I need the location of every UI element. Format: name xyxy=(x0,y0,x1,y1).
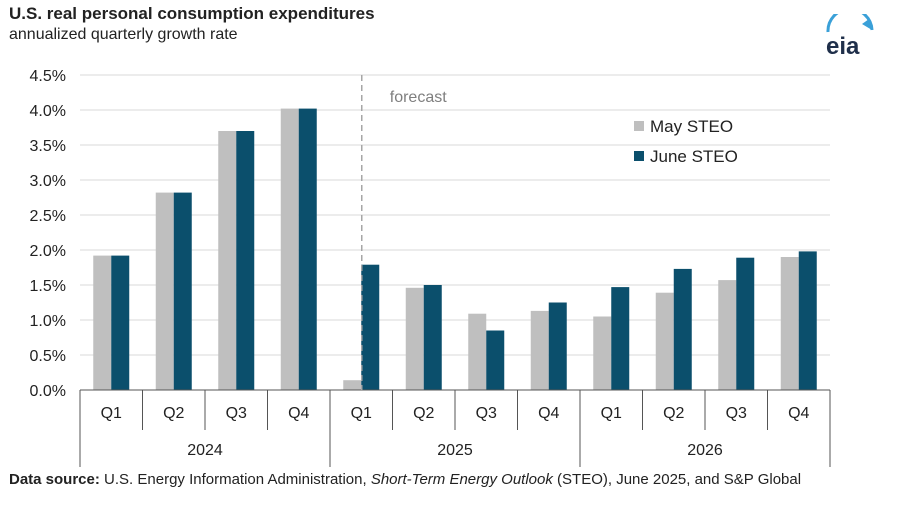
bar-may-steo xyxy=(780,257,799,390)
x-tick-label: Q2 xyxy=(163,405,184,422)
x-tick-label: Q2 xyxy=(663,405,684,422)
bar-june-steo xyxy=(423,285,442,390)
bars xyxy=(93,108,817,390)
y-tick-label: 1.5% xyxy=(30,278,66,295)
bar-june-steo xyxy=(236,131,255,390)
x-tick-label: Q3 xyxy=(726,405,747,422)
x-group-label: 2026 xyxy=(687,442,723,459)
bar-may-steo xyxy=(468,313,487,390)
x-axis-labels: Q1 Q2 Q3 Q4 Q1 Q2 Q3 Q4 Q1 Q2 Q3 Q4 2024 2025 2026 xyxy=(101,405,810,459)
bar-chart: 0.0% 0.5% 1.0% 1.5% 2.0% 2.5% 3.0% 3.5% 4.0% 4.5%… xyxy=(30,68,831,467)
x-tick-label: Q4 xyxy=(788,405,809,422)
y-axis-ticks: 0.0% 0.5% 1.0% 1.5% 2.0% 2.5% 3.0% 3.5% 4.0% 4.5% xyxy=(30,68,66,400)
data-source-label: Data source: xyxy=(9,471,100,488)
x-group-label: 2025 xyxy=(437,442,473,459)
eia-logo: eia xyxy=(826,14,874,58)
x-tick-label: Q4 xyxy=(538,405,559,422)
bar-may-steo xyxy=(343,380,362,390)
bar-may-steo xyxy=(93,255,112,390)
chart-title: U.S. real personal consumption expenditu… xyxy=(9,4,375,23)
bar-may-steo xyxy=(405,287,424,390)
y-tick-label: 2.5% xyxy=(30,208,66,225)
bar-may-steo xyxy=(155,192,174,390)
bar-june-steo xyxy=(611,287,630,390)
x-axis xyxy=(79,389,831,467)
bar-may-steo xyxy=(218,131,237,390)
y-tick-label: 0.5% xyxy=(30,348,66,365)
forecast-label: forecast xyxy=(390,89,447,106)
bar-june-steo xyxy=(673,268,692,390)
y-tick-label: 4.0% xyxy=(30,103,66,120)
legend-swatch xyxy=(634,151,644,161)
bar-june-steo xyxy=(298,108,317,390)
bar-may-steo xyxy=(280,108,299,390)
chart-subtitle: annualized quarterly growth rate xyxy=(9,26,238,43)
bar-june-steo xyxy=(486,330,505,390)
x-tick-label: Q3 xyxy=(226,405,247,422)
legend-label: June STEO xyxy=(650,147,738,166)
bar-may-steo xyxy=(593,316,612,390)
y-tick-label: 1.0% xyxy=(30,313,66,330)
data-source-note: Data source: U.S. Energy Information Adm… xyxy=(9,470,879,490)
legend-label: May STEO xyxy=(650,117,733,136)
y-tick-label: 2.0% xyxy=(30,243,66,260)
legend-swatch xyxy=(634,121,644,131)
bar-june-steo xyxy=(361,264,380,390)
bar-may-steo xyxy=(655,292,674,390)
x-tick-label: Q1 xyxy=(601,405,622,422)
data-source-text-end: (STEO), June 2025, and S&P Global xyxy=(552,471,802,488)
x-tick-label: Q2 xyxy=(413,405,434,422)
bar-may-steo xyxy=(718,280,737,390)
bar-may-steo xyxy=(530,310,549,390)
gridlines xyxy=(80,74,830,356)
x-tick-label: Q3 xyxy=(476,405,497,422)
data-source-text: U.S. Energy Information Administration, xyxy=(99,471,371,488)
bar-june-steo xyxy=(111,255,130,390)
y-tick-label: 3.5% xyxy=(30,138,66,155)
bar-june-steo xyxy=(736,257,755,390)
y-tick-label: 0.0% xyxy=(30,383,66,400)
y-tick-label: 3.0% xyxy=(30,173,66,190)
data-source-publication: Short-Term Energy Outlook xyxy=(370,471,553,488)
bar-june-steo xyxy=(798,251,817,390)
bar-june-steo xyxy=(548,302,567,390)
logo-text: eia xyxy=(826,33,860,58)
forecast-marker: forecast xyxy=(361,75,447,390)
x-tick-label: Q1 xyxy=(351,405,372,422)
x-tick-label: Q4 xyxy=(288,405,309,422)
y-tick-label: 4.5% xyxy=(30,68,66,85)
bar-june-steo xyxy=(173,192,192,390)
logo-arc-tip xyxy=(862,19,872,30)
legend: May STEO June STEO xyxy=(634,117,738,166)
x-tick-label: Q1 xyxy=(101,405,122,422)
logo-arc xyxy=(826,14,874,33)
x-group-label: 2024 xyxy=(187,442,223,459)
